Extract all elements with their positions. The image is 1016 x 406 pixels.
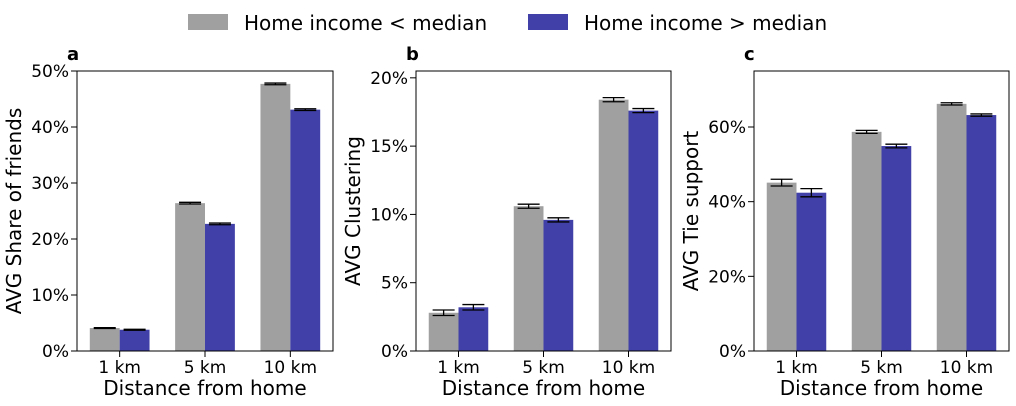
bar	[543, 219, 574, 351]
panel-label: b	[406, 44, 419, 65]
x-tick-label: 10 km	[264, 358, 317, 378]
y-tick-label: 10%	[370, 205, 408, 225]
panel-label: a	[67, 44, 79, 65]
x-tick-label: 5 km	[184, 358, 227, 378]
bar	[851, 131, 882, 351]
x-axis-label: Distance from home	[780, 376, 983, 400]
bar	[966, 115, 997, 351]
bar	[119, 329, 150, 351]
x-tick-label: 1 km	[437, 358, 480, 378]
legend-label-above-median: Home income > median	[584, 11, 827, 35]
y-tick-label: 0%	[719, 342, 746, 362]
bar	[205, 223, 235, 351]
panel-label: c	[744, 44, 755, 65]
plot-frame	[415, 70, 672, 352]
plot-frame	[76, 70, 334, 352]
y-tick-label: 30%	[31, 174, 69, 194]
y-tick-label: 20%	[370, 69, 408, 89]
bar	[881, 146, 912, 351]
bar	[260, 83, 291, 351]
y-tick-label: 60%	[708, 118, 746, 138]
bar	[936, 103, 967, 351]
x-tick-label: 10 km	[940, 358, 993, 378]
bar	[428, 312, 459, 351]
y-tick-label: 20%	[31, 230, 69, 250]
y-tick-label: 50%	[31, 62, 69, 82]
x-tick-label: 10 km	[602, 358, 655, 378]
x-tick-label: 5 km	[522, 358, 565, 378]
bar	[628, 110, 659, 351]
y-tick-label: 10%	[31, 286, 69, 306]
bar	[796, 192, 827, 351]
x-tick-label: 5 km	[860, 358, 903, 378]
y-tick-label: 20%	[708, 267, 746, 287]
y-axis-label: AVG Share of friends	[2, 108, 26, 315]
y-tick-label: 40%	[31, 118, 69, 138]
bar	[458, 307, 489, 351]
bar	[89, 328, 120, 351]
bar	[290, 109, 321, 351]
legend-swatch-above-median	[528, 14, 568, 30]
bar	[766, 182, 797, 351]
bar	[513, 206, 544, 351]
legend-label-below-median: Home income < median	[244, 11, 487, 35]
y-tick-label: 40%	[708, 193, 746, 213]
y-tick-label: 0%	[42, 342, 69, 362]
x-tick-label: 1 km	[775, 358, 818, 378]
x-axis-label: Distance from home	[442, 376, 645, 400]
x-tick-label: 1 km	[98, 358, 141, 378]
y-axis-label: AVG Clustering	[341, 136, 365, 286]
x-axis-label: Distance from home	[103, 376, 306, 400]
bar	[598, 99, 629, 352]
y-axis-label: AVG Tie support	[679, 131, 703, 292]
y-tick-label: 5%	[381, 274, 408, 294]
plot-frame	[753, 70, 1010, 352]
legend-swatch-below-median	[188, 14, 228, 30]
legend: Home income < median Home income > media…	[188, 11, 827, 35]
y-tick-label: 15%	[370, 137, 408, 157]
y-tick-label: 0%	[381, 342, 408, 362]
bar	[175, 203, 205, 351]
